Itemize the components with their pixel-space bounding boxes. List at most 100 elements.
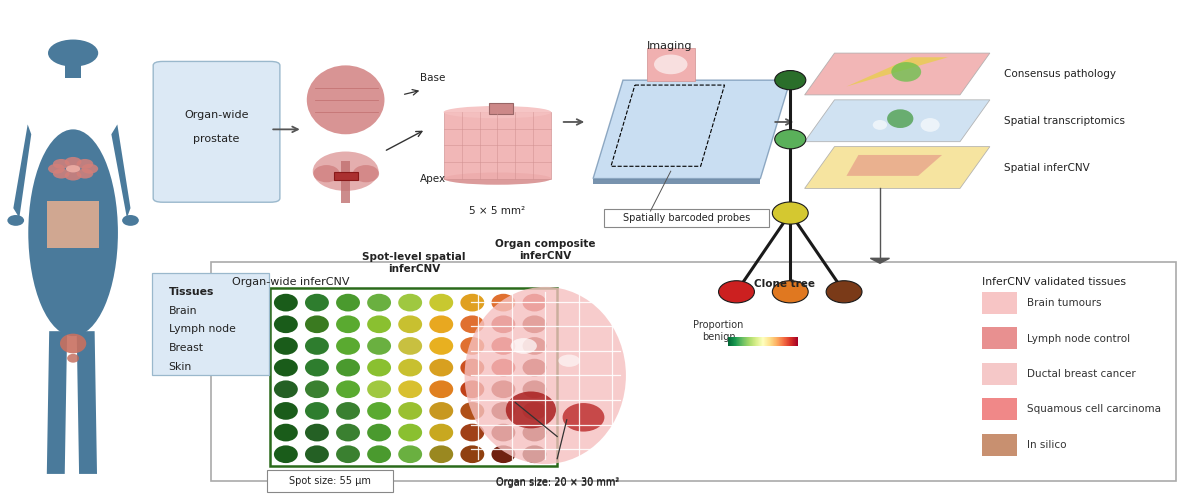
Ellipse shape [336, 424, 360, 442]
Ellipse shape [53, 169, 70, 179]
FancyBboxPatch shape [154, 61, 280, 202]
Text: In silico: In silico [1027, 440, 1067, 450]
Ellipse shape [430, 380, 454, 398]
Ellipse shape [522, 315, 546, 333]
Ellipse shape [563, 403, 605, 432]
Ellipse shape [307, 65, 384, 134]
Text: Brain tumours: Brain tumours [1027, 298, 1102, 308]
Ellipse shape [367, 380, 391, 398]
Bar [210, 262, 1176, 481]
Ellipse shape [461, 359, 485, 377]
Ellipse shape [430, 359, 454, 377]
Polygon shape [846, 57, 948, 87]
Ellipse shape [398, 359, 422, 377]
Text: 5 × 5 mm²: 5 × 5 mm² [469, 205, 526, 216]
Ellipse shape [430, 424, 454, 442]
Ellipse shape [719, 281, 755, 303]
Ellipse shape [305, 359, 329, 377]
Ellipse shape [775, 130, 806, 149]
Ellipse shape [367, 359, 391, 377]
Ellipse shape [492, 359, 515, 377]
Ellipse shape [82, 164, 98, 174]
Text: Organ size: 20 × 30 mm²: Organ size: 20 × 30 mm² [496, 478, 619, 488]
Ellipse shape [887, 109, 913, 128]
Ellipse shape [7, 215, 24, 226]
Ellipse shape [305, 424, 329, 442]
Ellipse shape [67, 354, 79, 363]
Ellipse shape [367, 315, 391, 333]
Text: Consensus pathology: Consensus pathology [1004, 69, 1116, 79]
Ellipse shape [66, 165, 80, 172]
Ellipse shape [313, 165, 340, 182]
Ellipse shape [461, 294, 485, 311]
Bar [982, 327, 1018, 349]
Polygon shape [805, 100, 990, 142]
Ellipse shape [274, 294, 298, 311]
Ellipse shape [398, 446, 422, 463]
Ellipse shape [430, 402, 454, 420]
Ellipse shape [274, 402, 298, 420]
Ellipse shape [274, 315, 298, 333]
Polygon shape [13, 124, 31, 218]
Ellipse shape [492, 446, 515, 463]
Polygon shape [444, 112, 551, 179]
Ellipse shape [60, 334, 86, 353]
Ellipse shape [522, 294, 546, 311]
FancyBboxPatch shape [266, 470, 394, 492]
Ellipse shape [305, 337, 329, 355]
Text: Spatial inferCNV: Spatial inferCNV [1004, 162, 1090, 173]
Ellipse shape [274, 337, 298, 355]
Ellipse shape [336, 402, 360, 420]
Text: Spot-level spatial
inferCNV: Spot-level spatial inferCNV [362, 252, 466, 274]
Ellipse shape [122, 215, 139, 226]
Text: Spot size: 55 μm: Spot size: 55 μm [289, 476, 371, 486]
Text: Ductal breast cancer: Ductal breast cancer [1027, 369, 1135, 379]
Ellipse shape [461, 424, 485, 442]
Text: Lymph node: Lymph node [169, 324, 235, 334]
Ellipse shape [29, 129, 118, 336]
Polygon shape [47, 331, 67, 474]
Polygon shape [805, 53, 990, 95]
Ellipse shape [461, 446, 485, 463]
Ellipse shape [398, 315, 422, 333]
Ellipse shape [444, 172, 551, 185]
Ellipse shape [367, 337, 391, 355]
Ellipse shape [367, 446, 391, 463]
Bar [65, 55, 82, 78]
Ellipse shape [430, 337, 454, 355]
FancyBboxPatch shape [604, 208, 769, 227]
Ellipse shape [430, 294, 454, 311]
Bar [982, 398, 1018, 420]
Bar [982, 434, 1018, 456]
Text: Brain: Brain [169, 305, 197, 315]
Bar [490, 103, 512, 114]
Ellipse shape [461, 380, 485, 398]
Ellipse shape [48, 40, 98, 67]
Ellipse shape [313, 151, 378, 191]
Polygon shape [647, 48, 695, 81]
Ellipse shape [522, 337, 546, 355]
Ellipse shape [492, 315, 515, 333]
Ellipse shape [305, 446, 329, 463]
Ellipse shape [522, 380, 546, 398]
Bar [982, 363, 1018, 385]
Ellipse shape [336, 315, 360, 333]
Ellipse shape [274, 424, 298, 442]
Ellipse shape [48, 164, 65, 174]
Ellipse shape [492, 402, 515, 420]
Ellipse shape [892, 62, 922, 82]
Ellipse shape [274, 380, 298, 398]
Text: Breast: Breast [169, 343, 204, 353]
Ellipse shape [367, 424, 391, 442]
Ellipse shape [920, 118, 940, 132]
Ellipse shape [461, 402, 485, 420]
Polygon shape [846, 155, 942, 176]
Bar [982, 292, 1018, 314]
Ellipse shape [65, 171, 82, 181]
Ellipse shape [492, 294, 515, 311]
Ellipse shape [775, 71, 806, 90]
Ellipse shape [336, 337, 360, 355]
Text: Proportion
benign: Proportion benign [694, 320, 744, 342]
Ellipse shape [367, 402, 391, 420]
Text: Spatial transcriptomics: Spatial transcriptomics [1004, 116, 1126, 126]
